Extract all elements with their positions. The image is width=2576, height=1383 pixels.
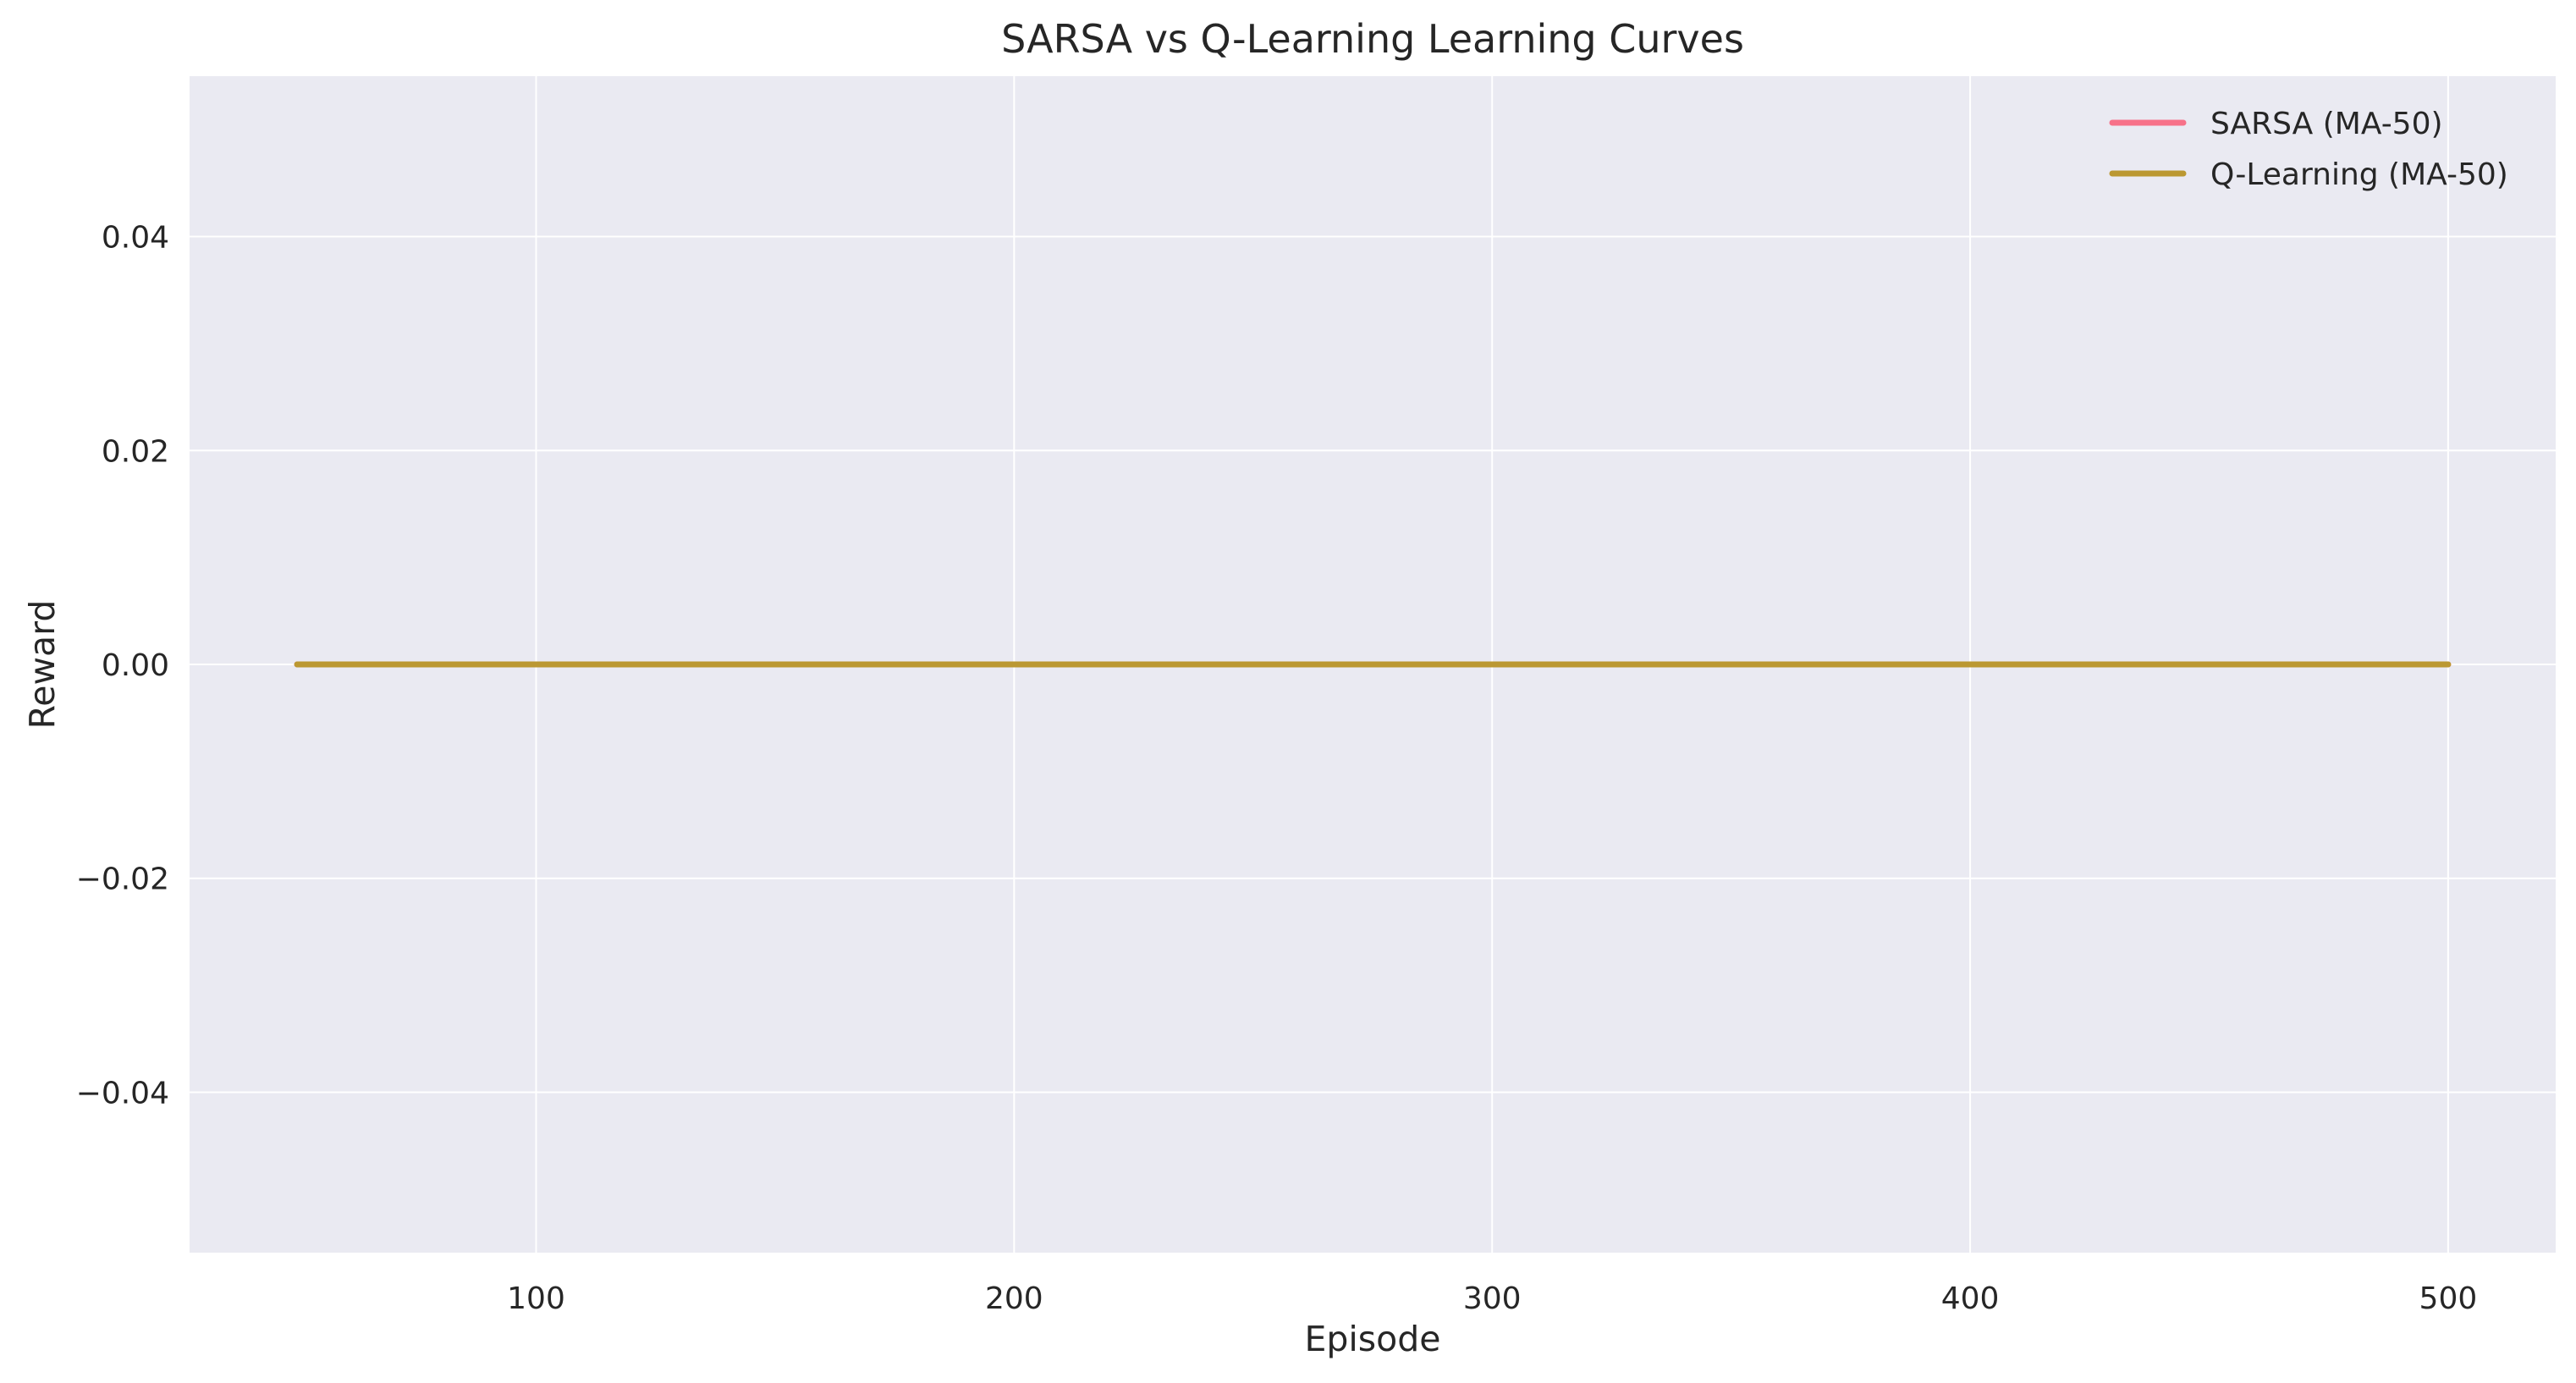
x-tick-label: 300 — [1463, 1281, 1522, 1316]
legend: SARSA (MA-50) Q-Learning (MA-50) — [2109, 107, 2508, 192]
x-tick-label: 200 — [985, 1281, 1043, 1316]
y-axis-label: Reward — [22, 600, 63, 730]
tick-labels: 100 200 300 400 500 0.04 0.02 0.00 −0.02 −0.04 — [76, 221, 2478, 1316]
chart-title: SARSA vs Q-Learning Learning Curves — [1001, 16, 1744, 62]
legend-label: Q-Learning (MA-50) — [2210, 157, 2508, 192]
y-tick-label: 0.04 — [102, 221, 169, 256]
x-tick-label: 100 — [507, 1281, 565, 1316]
x-axis-label: Episode — [1304, 1319, 1440, 1359]
x-tick-label: 500 — [2419, 1281, 2478, 1316]
y-tick-label: −0.04 — [76, 1076, 169, 1110]
legend-label: SARSA (MA-50) — [2210, 107, 2443, 141]
x-tick-label: 400 — [1941, 1281, 2000, 1316]
y-tick-label: 0.02 — [102, 434, 169, 469]
y-tick-label: 0.00 — [102, 648, 169, 683]
y-tick-label: −0.02 — [76, 862, 169, 897]
